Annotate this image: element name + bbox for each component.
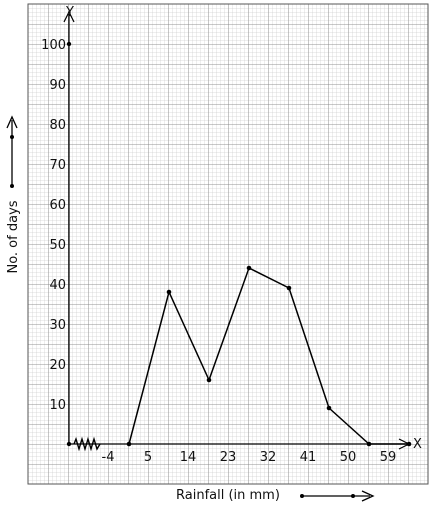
ylabel-group: No. of days	[6, 115, 21, 274]
y-tick-label: 50	[49, 238, 66, 253]
y-axis-arrowhead	[63, 10, 75, 23]
origin-point	[66, 441, 72, 447]
ylabel-arrow-dot-lower	[10, 184, 14, 188]
data-point	[166, 289, 172, 295]
x-tick-label: 41	[300, 450, 317, 465]
y-tick-label: 40	[49, 278, 66, 293]
y-tick-label: 80	[49, 118, 66, 133]
xlabel: Rainfall (in mm)	[176, 488, 280, 503]
x-tick-label: 50	[340, 450, 357, 465]
data-point	[326, 405, 332, 411]
y-tick-label: 30	[49, 318, 66, 333]
ylabel-arrow-dot-upper	[10, 135, 14, 139]
y-tick-label: 90	[49, 78, 66, 93]
series-group	[126, 265, 412, 447]
x-tick-labels: -4 5 14 23 32 41 50 59	[102, 450, 397, 465]
x-tick-label: 59	[380, 450, 397, 465]
y-tick-label: 60	[49, 198, 66, 213]
data-point	[286, 285, 292, 291]
x-axis-letter: X	[413, 437, 422, 452]
xlabel-arrow	[300, 490, 375, 502]
x-axis-break-zigzag	[73, 436, 101, 452]
data-point	[126, 441, 132, 447]
x-tick-label: 23	[220, 450, 237, 465]
y-axis-letter: Y	[65, 5, 74, 20]
x-tick-label: -4	[102, 450, 115, 465]
y-tick-label: 100	[41, 38, 66, 53]
y-tick-labels: 10 20 30 40 50 60 70 80 90 100	[41, 38, 66, 413]
xlabel-arrowhead	[361, 490, 375, 502]
data-point	[406, 441, 412, 447]
axes: Y X	[63, 5, 422, 452]
series-line	[128, 266, 409, 445]
y-tick-label: 20	[49, 358, 66, 373]
ylabel: No. of days	[6, 200, 21, 273]
x-tick-label: 32	[260, 450, 277, 465]
x-tick-label: 5	[144, 450, 152, 465]
xlabel-arrow-dot-right	[351, 494, 355, 498]
y-axis-top-point	[66, 41, 72, 47]
data-point	[366, 441, 372, 447]
x-tick-label: 14	[180, 450, 197, 465]
graph-paper-grid	[27, 3, 429, 485]
y-tick-label: 10	[49, 398, 66, 413]
xlabel-arrow-dot-left	[300, 494, 304, 498]
data-point	[246, 265, 252, 271]
ylabel-arrowhead	[6, 115, 18, 129]
data-point	[206, 377, 212, 383]
y-tick-label: 70	[49, 158, 66, 173]
